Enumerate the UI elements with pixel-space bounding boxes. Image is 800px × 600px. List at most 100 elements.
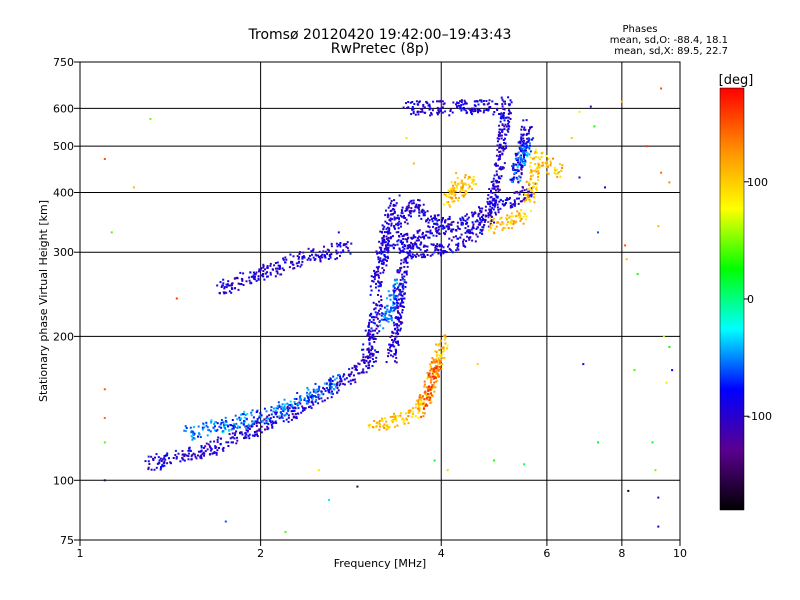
echo-point: [427, 388, 429, 391]
echo-point: [247, 426, 250, 429]
echo-point: [274, 410, 277, 412]
echo-point: [381, 244, 384, 247]
echo-point: [223, 287, 226, 290]
echo-point: [521, 165, 524, 168]
echo-point: [406, 222, 409, 225]
echo-point: [255, 411, 258, 413]
echo-point: [190, 458, 193, 461]
echo-point: [422, 203, 425, 206]
echo-point: [394, 425, 396, 428]
echo-point: [191, 438, 194, 441]
echo-point: [404, 412, 407, 415]
echo-point: [349, 382, 352, 385]
echo-point: [369, 336, 372, 338]
echo-point: [241, 279, 244, 282]
echo-point: [412, 110, 415, 113]
echo-point: [501, 105, 504, 108]
echo-point: [488, 214, 491, 217]
echo-point: [324, 389, 327, 392]
echo-point: [251, 423, 254, 426]
echo-point: [509, 202, 512, 205]
echo-point: [423, 380, 426, 383]
echo-point: [409, 101, 412, 104]
echo-point: [493, 111, 496, 113]
echo-point: [370, 352, 373, 355]
echo-point: [376, 252, 379, 255]
echo-point: [517, 161, 519, 164]
echo-point: [448, 193, 451, 196]
echo-point: [474, 108, 477, 111]
echo-point: [378, 304, 381, 307]
echo-point: [515, 157, 518, 160]
echo-point: [537, 169, 539, 172]
echo-point: [400, 411, 403, 414]
echo-point: [269, 273, 272, 276]
x-tick-label: 10: [673, 547, 687, 560]
echo-point: [461, 216, 464, 219]
echo-point: [487, 216, 490, 219]
echo-point: [367, 348, 370, 351]
echo-point: [467, 187, 470, 190]
echo-point: [382, 236, 385, 239]
echo-point: [267, 423, 270, 425]
echo-point: [654, 469, 657, 472]
echo-point: [401, 290, 404, 293]
echo-point: [503, 148, 506, 150]
echo-point: [262, 266, 265, 269]
echo-point: [467, 178, 470, 180]
echo-point: [326, 252, 329, 255]
echo-point: [422, 406, 425, 409]
echo-point: [389, 349, 391, 352]
echo-point: [482, 111, 485, 114]
echo-point: [415, 403, 417, 406]
echo-point: [474, 183, 477, 185]
echo-point: [400, 282, 403, 285]
echo-point: [298, 253, 301, 255]
echo-point: [285, 413, 287, 416]
echo-point: [387, 206, 390, 209]
echo-point: [525, 194, 528, 196]
echo-point: [479, 231, 481, 234]
echo-point: [362, 371, 365, 374]
echo-point: [539, 158, 541, 161]
phases-o-mode-stats: mean, sd,O: -88.4, 18.1: [609, 35, 728, 46]
echo-point: [392, 341, 395, 344]
echo-point: [492, 203, 494, 206]
echo-point: [433, 215, 436, 218]
echo-point: [444, 219, 447, 222]
echo-point: [328, 498, 330, 501]
echo-point: [407, 206, 410, 209]
echo-point: [496, 109, 499, 111]
echo-point: [387, 232, 390, 235]
echo-point: [578, 110, 581, 113]
echo-point: [245, 280, 248, 283]
echo-point: [402, 297, 405, 300]
echo-point: [300, 411, 303, 414]
echo-point: [297, 257, 300, 260]
echo-point: [436, 100, 438, 103]
echo-point: [431, 109, 434, 112]
echo-point: [415, 243, 418, 246]
echo-point: [441, 356, 444, 359]
echo-point: [400, 291, 402, 294]
echo-point: [493, 174, 496, 177]
echo-point: [466, 111, 469, 114]
echo-point: [462, 106, 465, 109]
echo-point: [390, 200, 393, 202]
echo-point: [432, 234, 435, 237]
echo-point: [538, 166, 540, 169]
echo-point: [229, 284, 232, 287]
echo-point: [401, 241, 404, 244]
y-tick-label: 400: [53, 186, 74, 199]
echo-point: [226, 283, 229, 286]
echo-point: [487, 214, 490, 216]
echo-point: [163, 455, 166, 458]
echo-point: [103, 441, 106, 444]
echo-point: [258, 268, 261, 271]
echo-point: [456, 187, 459, 190]
echo-point: [197, 450, 200, 453]
echo-point: [460, 99, 463, 102]
echo-point: [453, 200, 456, 203]
echo-point: [326, 397, 329, 400]
echo-point: [436, 214, 439, 217]
